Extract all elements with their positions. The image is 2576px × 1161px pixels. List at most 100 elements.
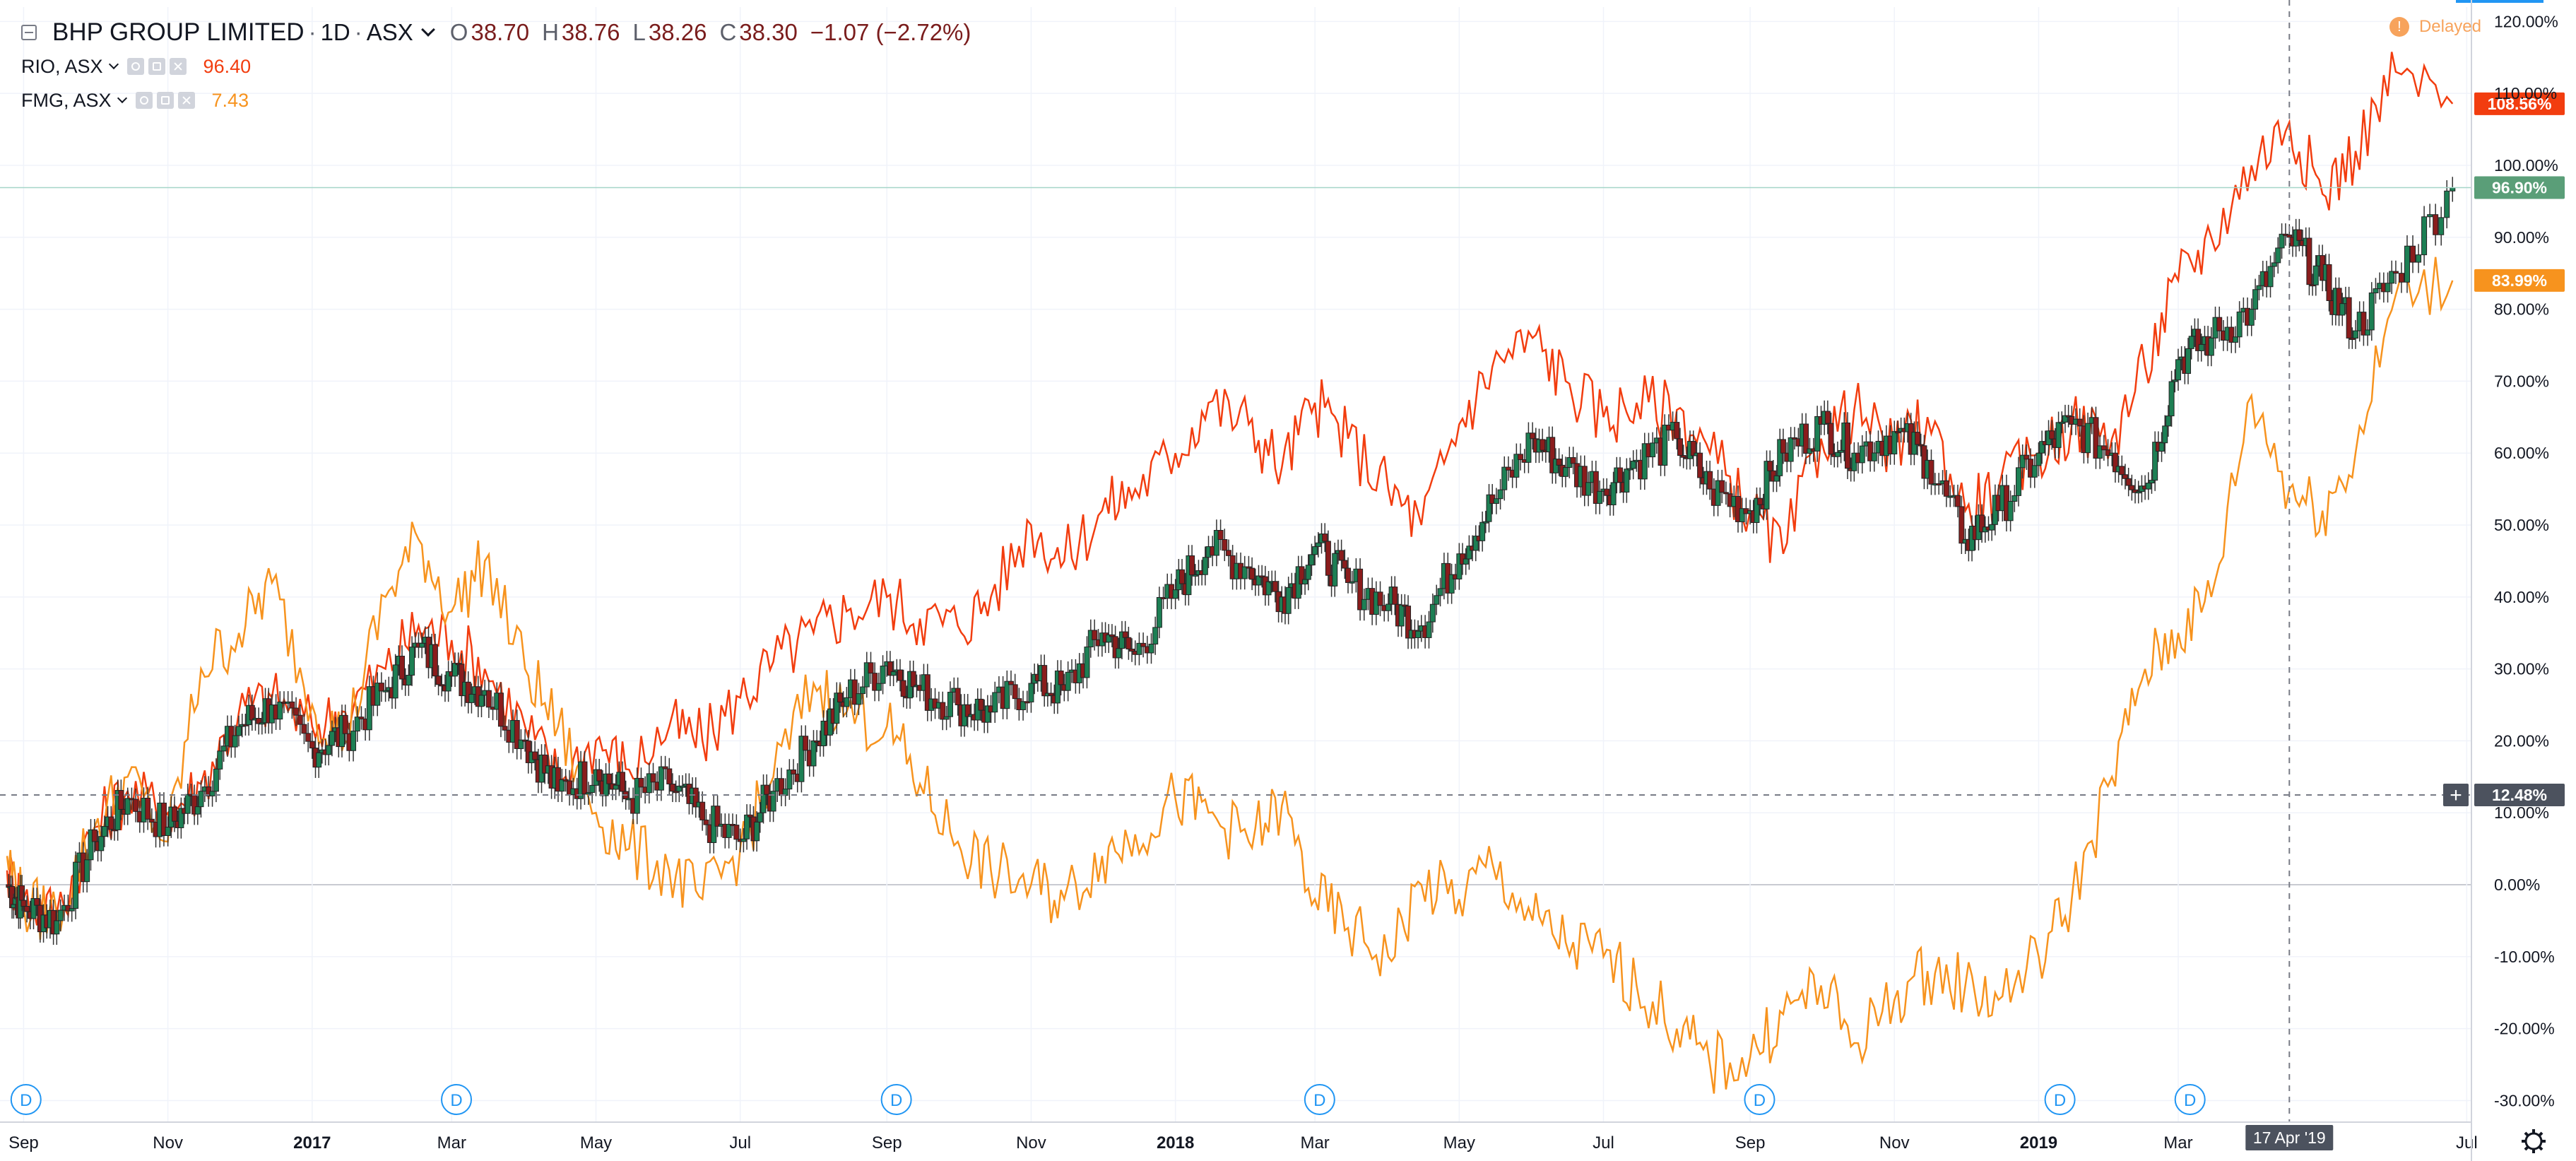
candle-body xyxy=(1824,411,1831,424)
candle-body xyxy=(2252,289,2259,310)
candle-body xyxy=(198,791,204,808)
last-value-badge-bhp: 96.90% xyxy=(2492,179,2547,197)
gear-icon[interactable] xyxy=(156,92,174,109)
overlay-legend-rio[interactable]: RIO, ASX 96.40 xyxy=(21,49,971,83)
high-value: H 38.76 xyxy=(542,19,620,45)
candle-body xyxy=(897,669,903,681)
candle-body xyxy=(1377,591,1383,606)
eye-icon[interactable] xyxy=(126,58,144,75)
candle-body xyxy=(2404,245,2410,283)
candle-body xyxy=(2349,338,2356,341)
candle-body xyxy=(662,766,668,770)
candle-body xyxy=(84,859,90,883)
delayed-indicator[interactable]: ! Delayed xyxy=(2389,17,2481,37)
x-tick-label: 2018 xyxy=(1157,1133,1194,1153)
candle-body xyxy=(485,690,492,708)
main-series-legend[interactable]: BHP GROUP LIMITED · 1D · ASX O 38.70 H 38.… xyxy=(21,16,971,49)
candle-body xyxy=(2427,214,2433,218)
x-tick-label: Nov xyxy=(1016,1133,1046,1153)
candle-body xyxy=(1486,494,1492,522)
chevron-down-icon[interactable] xyxy=(420,23,435,37)
y-tick-label: 20.00% xyxy=(2494,731,2549,750)
x-tick-label: Jul xyxy=(1593,1133,1614,1153)
candle-body xyxy=(2275,247,2281,264)
candle-body xyxy=(1116,648,1122,659)
candle-body xyxy=(2336,288,2342,316)
candle-body xyxy=(1707,471,1713,490)
candle-body xyxy=(1246,566,1252,569)
candle-body xyxy=(124,798,131,815)
close-value: C 38.30 xyxy=(719,19,798,45)
candle-body xyxy=(1285,587,1292,614)
candle-body xyxy=(803,736,809,751)
dividend-marker-icon xyxy=(1744,1084,1776,1115)
candle-body xyxy=(900,680,906,697)
candle-body xyxy=(366,686,372,731)
candle-body xyxy=(1004,680,1010,709)
candle-body xyxy=(1943,480,1949,497)
candle-body xyxy=(1562,467,1568,477)
candle-body xyxy=(1437,588,1443,596)
candle-body xyxy=(1540,439,1546,451)
gear-icon[interactable] xyxy=(148,58,165,75)
candle-body xyxy=(733,825,740,840)
symbol-title[interactable]: BHP GROUP LIMITED xyxy=(52,18,305,46)
candle-body xyxy=(2365,329,2371,336)
candle-body xyxy=(1466,546,1472,560)
candle-body xyxy=(1349,581,1355,584)
candle-body xyxy=(514,719,520,749)
candle-body xyxy=(305,733,312,742)
candle-body xyxy=(1415,630,1422,639)
chevron-down-icon[interactable] xyxy=(117,93,127,104)
candle-body xyxy=(1426,621,1432,638)
candle-body xyxy=(232,735,238,748)
overlay-legend-fmg[interactable]: FMG, ASX 7.43 xyxy=(21,83,971,117)
overlay-label[interactable]: FMG, ASX xyxy=(21,89,112,111)
candle-body xyxy=(382,690,389,693)
candle-body xyxy=(91,829,98,842)
candle-body xyxy=(1627,468,1633,471)
candle-body xyxy=(2373,288,2379,293)
candle-body xyxy=(316,752,322,768)
eye-icon[interactable] xyxy=(135,92,153,109)
candle-body xyxy=(2385,283,2391,293)
candle-body xyxy=(171,806,177,822)
candle-body xyxy=(1322,534,1328,542)
candle-body xyxy=(669,784,675,792)
candle-body xyxy=(2198,343,2204,351)
candle-body xyxy=(964,704,971,717)
candle-body xyxy=(1385,603,1391,611)
candle-body xyxy=(2119,466,2125,476)
candle-body xyxy=(2007,500,2014,521)
candle-body xyxy=(432,644,438,677)
y-tick-label: 110.00% xyxy=(2494,84,2557,102)
x-tick-label: Jul xyxy=(729,1133,751,1153)
candle-body xyxy=(860,686,866,695)
exchange-label[interactable]: ASX xyxy=(366,19,413,45)
collapse-legend-icon[interactable] xyxy=(21,25,37,40)
candle-body xyxy=(1723,492,1729,495)
candle-body xyxy=(1312,546,1318,555)
overlay-label[interactable]: RIO, ASX xyxy=(21,55,103,77)
candle-body xyxy=(2031,465,2038,478)
candle-body xyxy=(1757,497,1763,505)
candle-body xyxy=(2145,483,2151,490)
candle-body xyxy=(1225,550,1231,556)
close-icon[interactable] xyxy=(169,58,187,75)
candle-body xyxy=(1463,558,1469,565)
candle-body xyxy=(589,784,596,794)
candle-body xyxy=(658,766,664,791)
interval-label[interactable]: 1D xyxy=(320,19,350,45)
candle-body xyxy=(1518,454,1524,460)
candle-body xyxy=(646,773,652,794)
candle-body xyxy=(714,806,721,827)
chevron-down-icon[interactable] xyxy=(108,59,119,70)
candle-body xyxy=(249,705,255,721)
candle-body xyxy=(1773,475,1780,482)
candle-body xyxy=(764,784,770,795)
last-value-badge-rio-bg xyxy=(2474,92,2565,115)
candle-body xyxy=(1109,634,1115,637)
close-icon[interactable] xyxy=(177,92,195,109)
